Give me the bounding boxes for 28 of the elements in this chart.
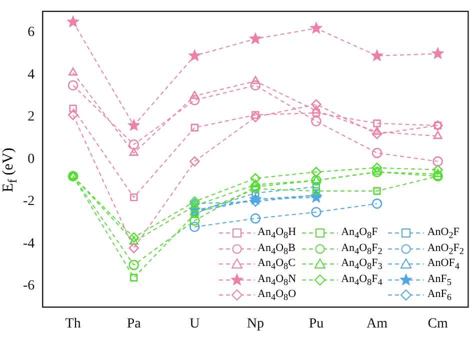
x-tick-label: Pu xyxy=(308,316,324,332)
legend-label: AnO$_{2}$F$_{2}$ xyxy=(427,242,464,256)
y-tick-label: 0 xyxy=(28,152,35,167)
legend-label: AnOF$_{4}$ xyxy=(427,257,460,272)
legend-label: An$_{4}$O$_{8}$N xyxy=(258,272,296,287)
legend-label: An$_{4}$O$_{8}$H xyxy=(258,226,296,240)
legend-label: An$_{4}$O$_{8}$F$_{2}$ xyxy=(341,242,382,256)
x-tick-label: Cm xyxy=(428,316,448,332)
legend-label: An$_{4}$O$_{8}$B xyxy=(258,242,296,256)
legend-label: AnF$_{5}$ xyxy=(427,272,452,287)
y-tick-label: 6 xyxy=(28,25,35,40)
x-tick-label: Np xyxy=(246,316,264,332)
x-tick-label: Pa xyxy=(126,316,142,332)
x-tick-label: Am xyxy=(366,316,388,332)
legend-label: AnO$_{2}$F xyxy=(427,226,460,240)
legend-label: An$_{4}$O$_{8}$C xyxy=(258,257,296,272)
x-tick-label: Th xyxy=(65,316,81,332)
legend-label: An$_{4}$O$_{8}$F$_{4}$ xyxy=(341,272,382,287)
y-tick-label: 4 xyxy=(28,67,35,82)
y-tick-label: 2 xyxy=(28,110,35,125)
y-tick-label: -6 xyxy=(22,278,35,294)
legend-label: An$_{4}$O$_{8}$F xyxy=(341,226,378,240)
legend-label: An$_{4}$O$_{8}$O xyxy=(258,288,296,302)
legend-label: AnF$_{6}$ xyxy=(427,288,452,302)
legend-label: An$_{4}$O$_{8}$F$_{3}$ xyxy=(341,257,382,272)
y-tick-label: -2 xyxy=(22,194,35,210)
y-tick-label: -4 xyxy=(22,236,35,252)
x-tick-label: U xyxy=(190,316,200,332)
